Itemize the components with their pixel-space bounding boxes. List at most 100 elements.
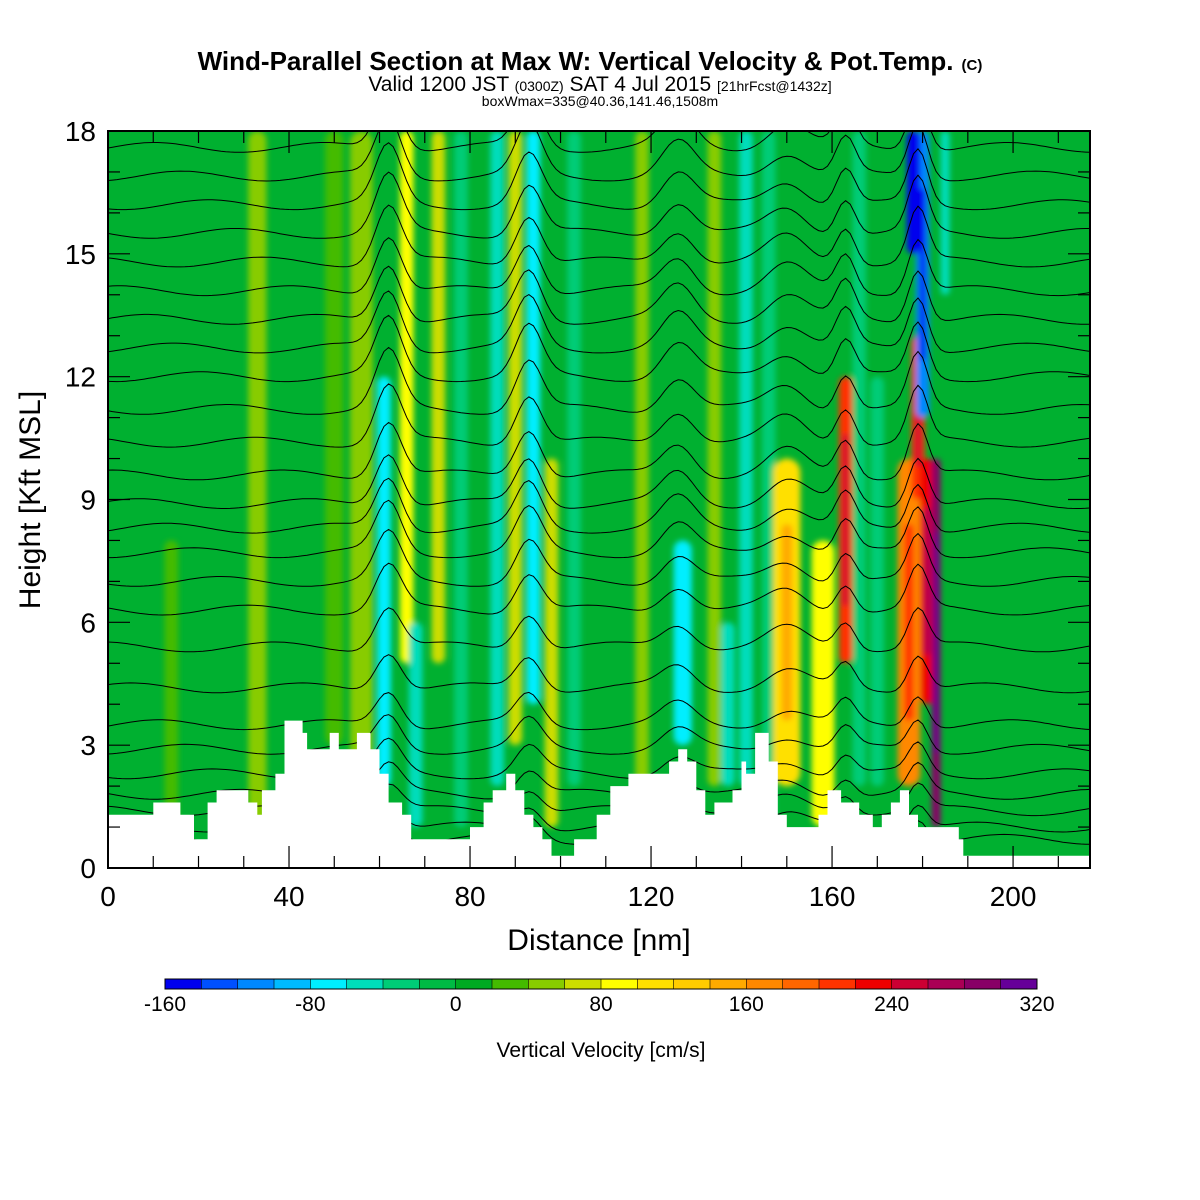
w-feature-core <box>919 188 926 361</box>
chart-subtitle-boxinfo: boxWmax=335@40.36,141.46,1508m <box>482 93 718 109</box>
theta-contour-line <box>108 454 1090 509</box>
w-feature <box>707 131 722 787</box>
colorbar-tick-label: -160 <box>144 993 186 1016</box>
theta-contour-line <box>108 714 1090 755</box>
w-feature <box>408 622 423 828</box>
colorbar-tick-label: 240 <box>874 993 909 1016</box>
w-feature <box>431 131 446 664</box>
theta-contour-line <box>108 314 1090 383</box>
x-tick-label: 120 <box>628 881 675 912</box>
y-tick-label: 0 <box>80 853 96 884</box>
theta-contour-line <box>108 528 1090 587</box>
y-tick-label: 18 <box>65 116 96 147</box>
colorbar-tick-label: -80 <box>295 993 325 1016</box>
w-feature <box>811 540 835 828</box>
w-feature <box>567 131 581 787</box>
y-tick-label: 12 <box>65 362 96 393</box>
colorbar-swatch <box>964 979 1002 989</box>
theta-contour-line <box>108 654 1090 694</box>
theta-contour-line <box>108 562 1090 616</box>
theta-contour-line <box>108 383 1090 448</box>
colorbar-swatch <box>928 979 965 989</box>
w-feature <box>490 131 504 787</box>
y-axis: 0 3 6 9 12 15 18 <box>65 116 1090 884</box>
x-tick-label: 160 <box>809 881 856 912</box>
colorbar-swatch <box>528 979 566 989</box>
theta-contour-line <box>108 265 1090 325</box>
colorbar-swatch <box>492 979 529 989</box>
chart-title: Wind-Parallel Section at Max W: Vertical… <box>198 46 983 76</box>
w-feature <box>248 131 267 828</box>
w-feature <box>739 131 753 787</box>
colorbar-label: Vertical Velocity [cm/s] <box>497 1039 706 1062</box>
theta-contour-line <box>108 131 1090 153</box>
w-feature <box>761 131 776 828</box>
theta-contour-line <box>108 477 1090 534</box>
w-feature <box>325 131 344 746</box>
colorbar-tick-label: 0 <box>450 993 462 1016</box>
chart-subtitle-valid: Valid 1200 JST (0300Z) SAT 4 Jul 2015 [2… <box>368 73 831 96</box>
colorbar-swatch <box>673 979 711 989</box>
y-tick-label: 6 <box>80 607 96 638</box>
colorbar-tick-label: 160 <box>729 993 764 1016</box>
w-feature-core <box>781 524 793 721</box>
w-feature <box>399 131 414 664</box>
theta-contour-line <box>108 421 1090 481</box>
colorbar-swatch <box>564 979 602 989</box>
colorbar-swatch <box>819 979 856 989</box>
theta-contour-line <box>108 142 1090 211</box>
w-feature <box>377 376 391 787</box>
w-feature <box>673 540 692 746</box>
w-feature-core <box>934 532 938 754</box>
x-tick-label: 200 <box>990 881 1037 912</box>
colorbar-swatch <box>165 979 202 989</box>
colorbar-swatch <box>310 979 348 989</box>
colorbar-swatch <box>1000 979 1038 989</box>
theta-contour-line <box>108 346 1090 415</box>
theta-contour-line <box>108 499 1090 559</box>
w-feature <box>350 131 373 787</box>
colorbar-swatch <box>601 979 638 989</box>
colorbar-tick-label: 320 <box>1019 993 1054 1016</box>
w-feature <box>454 131 468 828</box>
y-tick-label: 15 <box>65 239 96 270</box>
theta-contour-line <box>108 131 1090 182</box>
vertical-velocity-field <box>164 131 950 828</box>
theta-contour-line <box>108 237 1090 297</box>
x-tick-label: 80 <box>454 881 485 912</box>
w-feature <box>526 131 541 705</box>
theta-contour-line <box>108 607 1090 653</box>
y-axis-label: Height [Kft MSL] <box>14 391 47 609</box>
colorbar-swatch <box>710 979 747 989</box>
colorbar: -160 -80 0 80 160 240 320 <box>144 978 1055 1016</box>
w-feature <box>940 131 950 295</box>
colorbar-swatch <box>746 979 784 989</box>
theta-contour-line <box>108 204 1090 268</box>
x-tick-label: 40 <box>273 881 304 912</box>
theta-contour-line <box>108 737 1090 780</box>
x-tick-label: 0 <box>100 881 116 912</box>
terrain-profile <box>108 720 1090 868</box>
w-feature <box>164 540 179 828</box>
y-tick-label: 3 <box>80 730 96 761</box>
theta-contour-line <box>108 171 1090 239</box>
y-tick-label: 9 <box>80 485 96 516</box>
x-axis-label: Distance [nm] <box>507 924 690 957</box>
theta-contour-line <box>108 691 1090 731</box>
colorbar-swatch <box>637 979 675 989</box>
colorbar-swatch <box>782 979 820 989</box>
w-feature <box>721 622 735 787</box>
colorbar-swatch <box>237 979 275 989</box>
w-feature <box>508 131 523 746</box>
colorbar-swatch <box>419 979 457 989</box>
x-axis: 0 40 80 120 160 200 <box>100 131 1059 912</box>
colorbar-tick-label: 80 <box>589 993 612 1016</box>
colorbar-swatch <box>891 979 929 989</box>
colorbar-swatch <box>455 979 493 989</box>
colorbar-swatch <box>383 979 420 989</box>
colorbar-swatch <box>346 979 384 989</box>
w-feature <box>635 131 649 787</box>
theta-contour-line <box>108 290 1090 354</box>
colorbar-swatch <box>274 979 311 989</box>
